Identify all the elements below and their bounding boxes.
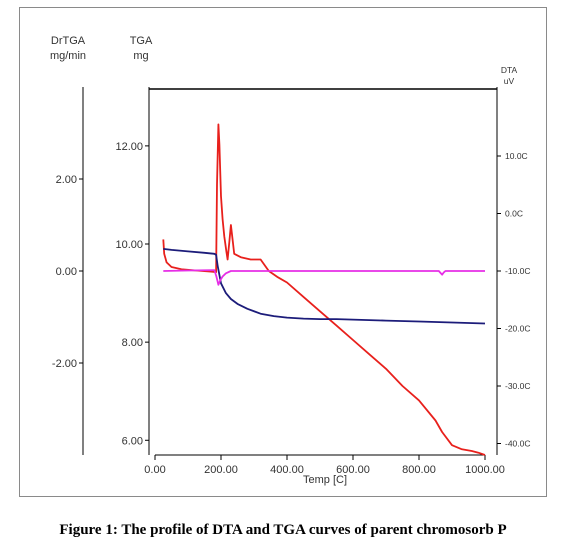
- drtga-tick-label: 2.00: [56, 174, 77, 186]
- x-axis-label: Temp [C]: [303, 474, 347, 486]
- drtga-tick-label: 0.00: [56, 266, 77, 278]
- tick-marks: 0.00 200.00 400.00 600.00 800.00 1000.00 2.00 0…: [52, 141, 531, 476]
- drtga-curve: [163, 269, 485, 286]
- dta-tick-label: 0.0C: [505, 209, 523, 219]
- dta-tick-label: -40.0C: [505, 439, 531, 449]
- dta-curve: [162, 123, 486, 456]
- dta-tick-label: -30.0C: [505, 381, 531, 391]
- tga-tick-label: 8.00: [122, 337, 143, 349]
- tga-tick-label: 10.00: [115, 239, 143, 251]
- drtga-tick-label: -2.00: [52, 358, 77, 370]
- tga-axis-unit: mg: [133, 50, 148, 62]
- x-tick-label: 200.00: [204, 464, 238, 476]
- tga-curve: [163, 248, 486, 325]
- x-tick-label: 400.00: [270, 464, 304, 476]
- dta-tick-label: -20.0C: [505, 324, 531, 334]
- drtga-axis-unit: mg/min: [50, 50, 86, 62]
- tga-tick-label: 6.00: [122, 435, 143, 447]
- tga-axis-label: TGA: [130, 35, 153, 47]
- x-tick-label: 1000.00: [465, 464, 505, 476]
- series-lines: [162, 123, 486, 456]
- dta-tick-label: 10.0C: [505, 151, 528, 161]
- x-tick-label: 800.00: [402, 464, 436, 476]
- x-tick-label: 0.00: [144, 464, 165, 476]
- dta-tick-label: -10.0C: [505, 266, 531, 276]
- chart: DrTGA mg/min TGA mg DTA uV 0.00 200.00 400…: [50, 35, 531, 486]
- figure-caption: Figure 1: The profile of DTA and TGA cur…: [59, 522, 507, 538]
- x-tick-label: 600.00: [336, 464, 370, 476]
- dta-axis-label: DTA: [501, 65, 518, 75]
- drtga-axis-label: DrTGA: [51, 35, 86, 47]
- dta-axis-unit: uV: [504, 76, 515, 86]
- tga-tick-label: 12.00: [115, 141, 143, 153]
